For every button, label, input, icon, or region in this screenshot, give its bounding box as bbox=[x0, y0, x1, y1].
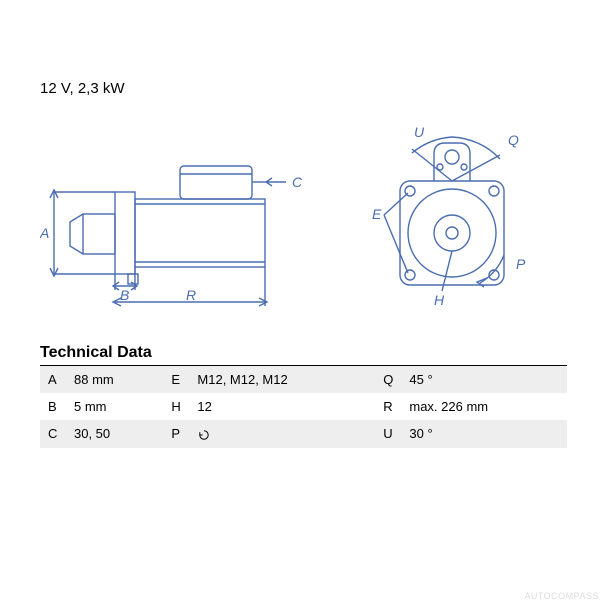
spec-key: A bbox=[40, 366, 66, 393]
table-row: C30, 50P U30 ° bbox=[40, 420, 567, 448]
label-a: A bbox=[40, 225, 49, 241]
spec-key: R bbox=[375, 393, 401, 420]
spec-value bbox=[189, 420, 375, 448]
spec-key: P bbox=[163, 420, 189, 448]
spec-value: 30, 50 bbox=[66, 420, 163, 448]
label-h: H bbox=[434, 292, 445, 308]
label-r: R bbox=[186, 287, 196, 303]
side-view-diagram: A B C R bbox=[40, 144, 310, 314]
label-u: U bbox=[414, 124, 425, 140]
spec-key: E bbox=[163, 366, 189, 393]
table-row: B5 mmH12Rmax. 226 mm bbox=[40, 393, 567, 420]
technical-data-heading: Technical Data bbox=[40, 344, 567, 366]
table-row: A88 mmEM12, M12, M12Q45 ° bbox=[40, 366, 567, 393]
spec-text: 12 V, 2,3 kW bbox=[40, 80, 567, 97]
spec-value: 5 mm bbox=[66, 393, 163, 420]
label-b: B bbox=[120, 287, 129, 303]
spec-value: max. 226 mm bbox=[401, 393, 567, 420]
spec-key: B bbox=[40, 393, 66, 420]
spec-key: Q bbox=[375, 366, 401, 393]
spec-value: 45 ° bbox=[401, 366, 567, 393]
watermark: AUTOCOMPASS bbox=[524, 591, 599, 601]
rotation-icon bbox=[197, 428, 211, 442]
spec-value: 30 ° bbox=[401, 420, 567, 448]
label-c: C bbox=[292, 174, 303, 190]
front-view-diagram: U Q P E H bbox=[360, 119, 560, 314]
spec-key: U bbox=[375, 420, 401, 448]
spec-key: C bbox=[40, 420, 66, 448]
diagram-row: A B C R bbox=[40, 119, 567, 314]
spec-key: H bbox=[163, 393, 189, 420]
technical-data-table: A88 mmEM12, M12, M12Q45 °B5 mmH12Rmax. 2… bbox=[40, 366, 567, 448]
label-e: E bbox=[372, 206, 382, 222]
spec-value: 88 mm bbox=[66, 366, 163, 393]
label-p: P bbox=[516, 256, 526, 272]
label-q: Q bbox=[508, 132, 519, 148]
spec-value: M12, M12, M12 bbox=[189, 366, 375, 393]
spec-value: 12 bbox=[189, 393, 375, 420]
